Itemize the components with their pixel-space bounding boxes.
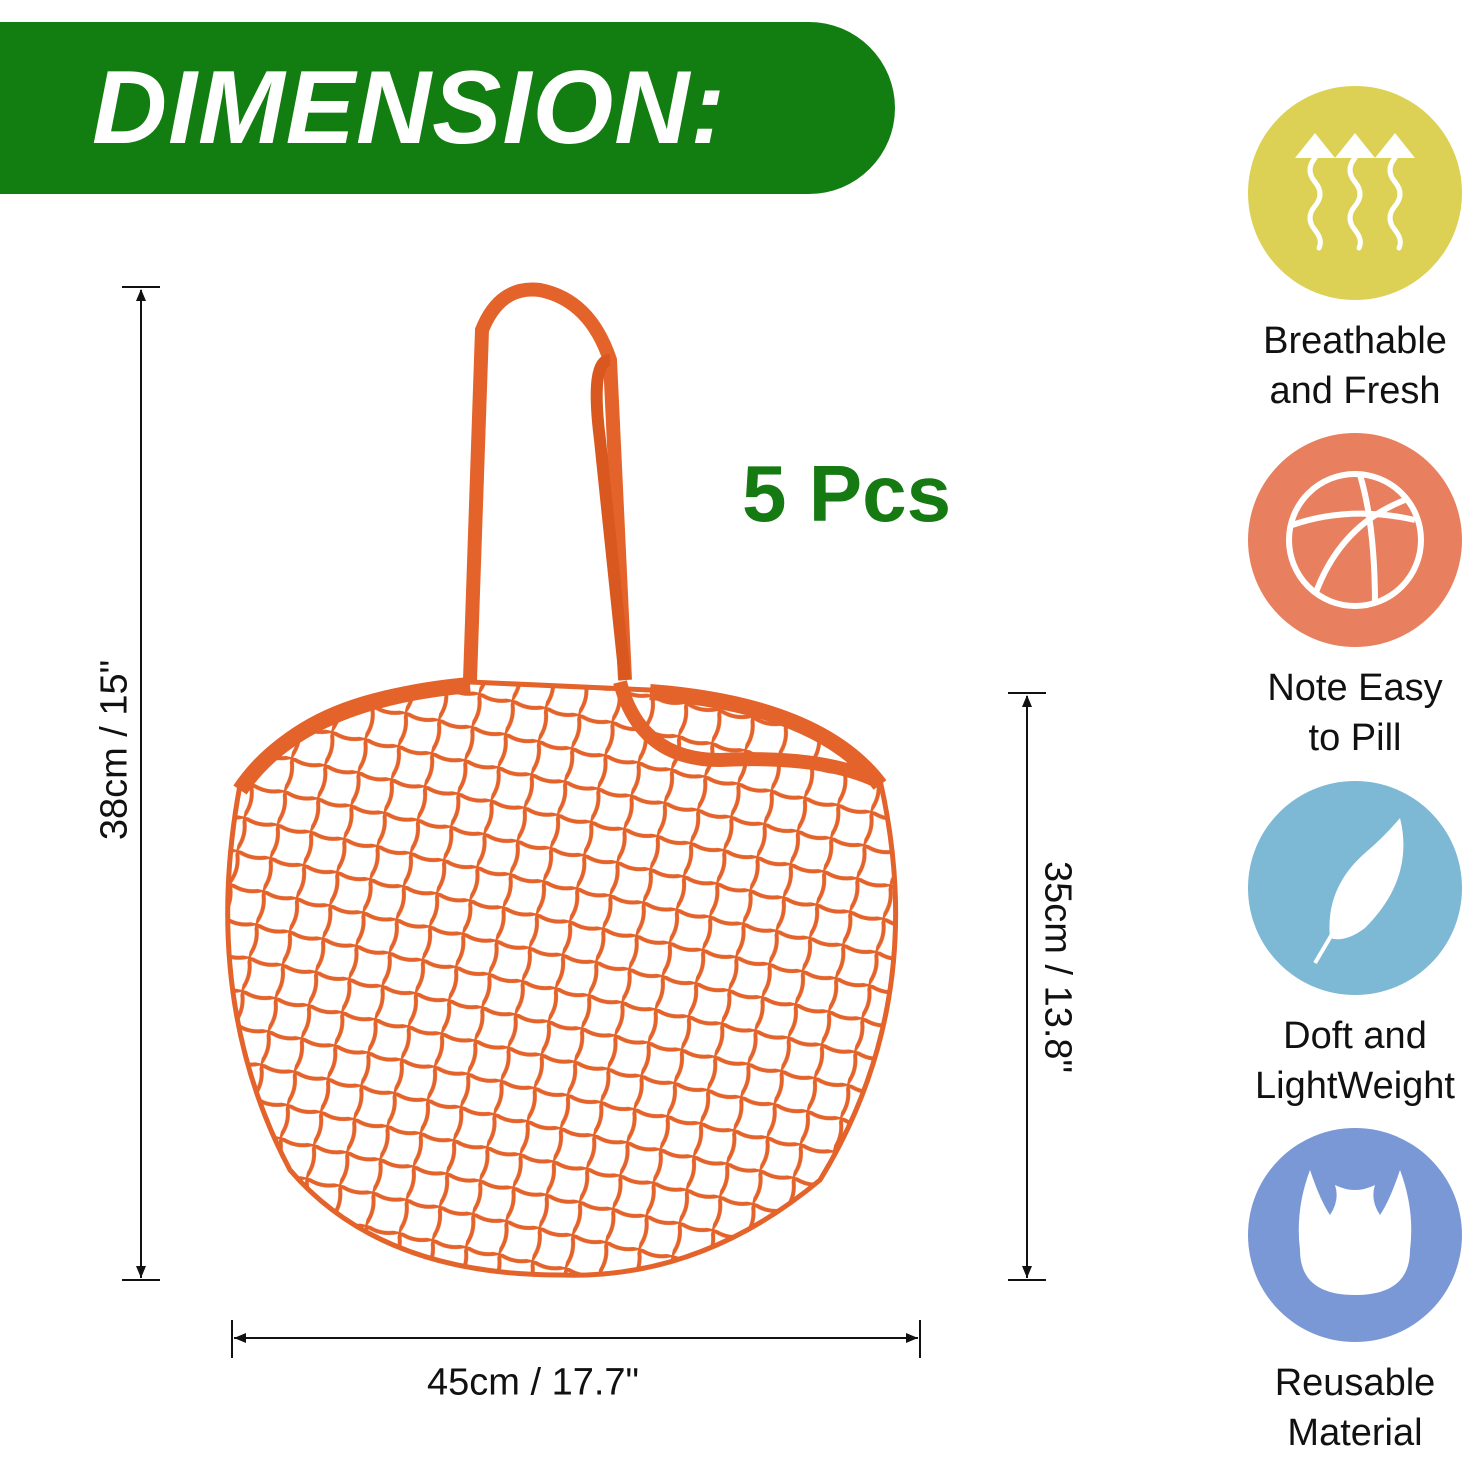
feature-no-pill: Note Easy to Pill [1245, 433, 1465, 763]
ball-icon [1248, 433, 1462, 647]
feature-reusable: Reusable Material [1245, 1128, 1465, 1458]
feature-label: Breathable and Fresh [1263, 320, 1447, 412]
total-height-label: 38cm / 15" [93, 659, 136, 841]
rising-air-icon [1248, 86, 1462, 300]
width-label: 45cm / 17.7" [426, 1361, 640, 1404]
title-banner [0, 22, 895, 194]
feature-breathable: Breathable and Fresh [1245, 86, 1465, 416]
feature-label: Note Easy to Pill [1267, 667, 1443, 759]
feather-icon [1248, 781, 1462, 995]
banner-title: DIMENSION: [92, 50, 726, 166]
bag-height-label: 35cm / 13.8" [1036, 860, 1079, 1074]
feature-label: Doft and LightWeight [1255, 1015, 1455, 1107]
quantity-label: 5 Pcs [742, 449, 952, 538]
mesh-bag [225, 282, 899, 1278]
feature-lightweight: Doft and LightWeight [1245, 781, 1465, 1111]
feature-label: Reusable Material [1274, 1362, 1436, 1454]
bag-icon [1248, 1128, 1462, 1342]
